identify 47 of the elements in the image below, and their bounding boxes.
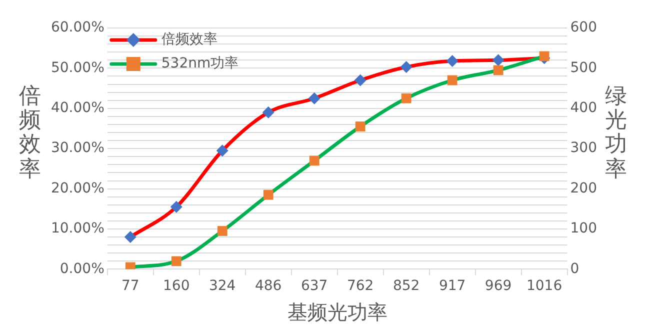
y2-tick-label: 200 <box>570 180 598 196</box>
y2-tick-label: 600 <box>570 20 598 36</box>
y2-tick-label: 500 <box>570 60 598 76</box>
x-tick-label: 762 <box>346 278 374 294</box>
x-tick-label: 486 <box>254 278 282 294</box>
y-axis-title: 倍频效率 <box>18 84 42 182</box>
legend-label: 倍频效率 <box>161 32 218 48</box>
point <box>262 106 274 118</box>
y-tick-label: 40.00% <box>50 100 104 116</box>
y-tick-label: 60.00% <box>50 20 104 36</box>
point <box>355 122 366 132</box>
y2-tick-label: 0 <box>570 260 580 277</box>
x-tick-label: 637 <box>300 278 328 294</box>
point <box>354 74 366 86</box>
y2-tick-label: 400 <box>570 100 598 116</box>
y2-axis-title: 绿光功率 <box>604 84 628 182</box>
y2-tick-label: 300 <box>570 140 598 156</box>
x-tick-label: 77 <box>121 278 140 294</box>
point <box>447 75 458 86</box>
point <box>401 93 412 104</box>
y-tick-label: 20.00% <box>50 180 104 196</box>
point <box>308 92 320 104</box>
x-tick-label: 969 <box>484 278 512 294</box>
point <box>263 190 274 200</box>
y2-tick-label: 100 <box>570 220 598 237</box>
x-tick-label: 324 <box>208 278 236 294</box>
y-tick-label: 30.00% <box>50 140 104 156</box>
point <box>493 65 504 76</box>
point <box>539 51 550 62</box>
point <box>217 226 228 236</box>
point <box>170 200 182 213</box>
point <box>492 54 504 66</box>
y-tick-label: 50.00% <box>50 60 104 76</box>
x-tick-label: 852 <box>392 278 420 294</box>
y-tick-label: 0.00% <box>60 260 104 277</box>
x-tick-label: 160 <box>163 278 190 294</box>
point <box>446 54 458 67</box>
y-tick-label: 10.00% <box>50 220 104 237</box>
legend-label: 532nm功率 <box>161 56 239 72</box>
point <box>309 156 320 166</box>
x-tick-label: 1016 <box>526 278 562 294</box>
point <box>171 256 182 266</box>
x-tick-label: 917 <box>438 278 466 294</box>
point <box>124 231 136 244</box>
point <box>216 144 228 157</box>
x-axis-title: 基频光功率 <box>287 300 388 324</box>
point <box>400 60 412 73</box>
